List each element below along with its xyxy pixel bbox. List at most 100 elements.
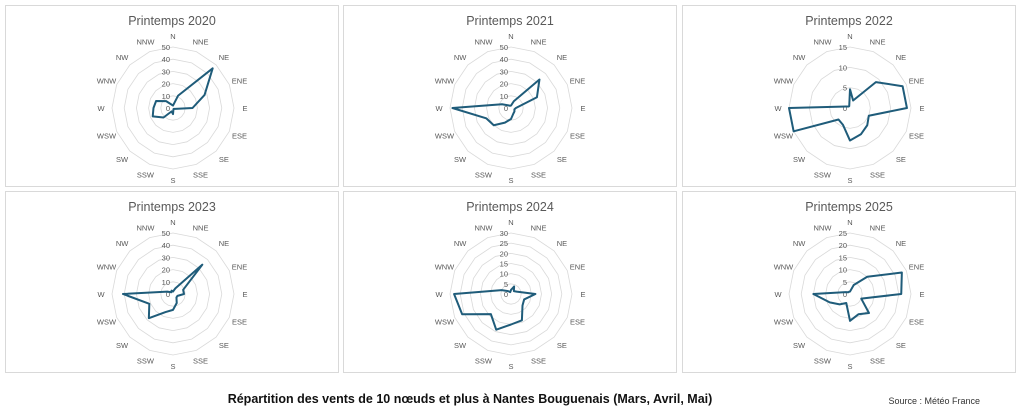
direction-label: NE	[896, 53, 906, 62]
direction-label: SSW	[475, 171, 493, 180]
tick-label: 40	[500, 55, 508, 64]
direction-label: NNW	[474, 37, 493, 46]
tick-label: 20	[500, 249, 508, 258]
direction-label: SSE	[870, 171, 885, 180]
direction-label: SW	[454, 155, 467, 164]
direction-label: NNE	[531, 37, 547, 46]
grid-ring	[111, 46, 235, 170]
radar-chart: 0 10 20 30 40 50N NNE NE ENE E ESE SE SSE S SSW SW WSW W W…	[435, 32, 586, 185]
direction-label: NE	[557, 53, 567, 62]
direction-label: SSE	[870, 357, 885, 366]
grid-ring	[490, 273, 532, 315]
direction-label: SSE	[193, 357, 208, 366]
radar-chart: 0 5 10 15 20 25N NNE NE ENE E ESE SE SSE S SSW SW WSW W WN…	[774, 218, 925, 371]
chart-title: Printemps 2025	[805, 200, 893, 214]
direction-label: W	[97, 290, 105, 299]
direction-label: NNW	[813, 223, 832, 232]
direction-label: NNE	[531, 223, 547, 232]
direction-label: WNW	[435, 262, 455, 271]
direction-label: ESE	[232, 318, 247, 327]
direction-label: ESE	[909, 318, 924, 327]
radar-panel-2024: Printemps 2024 0 5 10 15 20 25 30 N NNE NE ENE E ESE…	[343, 191, 677, 373]
grid-ring	[837, 281, 863, 307]
tick-label: 5	[843, 278, 847, 287]
direction-label: E	[919, 104, 924, 113]
direction-label: E	[919, 290, 924, 299]
direction-label: S	[170, 176, 175, 185]
direction-label: WNW	[774, 262, 794, 271]
radar-chart: 0 10 20 30 40 50N NNE NE ENE E ESE SE SSE S SSW SW WSW W W…	[97, 32, 248, 185]
direction-label: W	[435, 104, 443, 113]
direction-label: S	[847, 176, 852, 185]
grid-ring	[449, 46, 573, 170]
wind-series	[151, 67, 214, 119]
grid-ring	[135, 70, 211, 146]
direction-label: ENE	[909, 76, 924, 85]
direction-label: ENE	[909, 262, 924, 271]
chart-title: Printemps 2021	[466, 14, 554, 28]
tick-label: 20	[162, 80, 170, 89]
direction-label: W	[774, 104, 782, 113]
tick-label: 20	[500, 80, 508, 89]
direction-label: NE	[219, 53, 229, 62]
direction-label: WNW	[97, 76, 117, 85]
direction-label: N	[170, 32, 175, 41]
direction-label: SW	[116, 155, 129, 164]
grid-ring	[829, 87, 871, 129]
direction-label: ESE	[232, 132, 247, 141]
direction-label: E	[580, 104, 585, 113]
direction-label: NE	[219, 239, 229, 248]
direction-label: W	[774, 290, 782, 299]
grid-ring	[148, 269, 198, 319]
radar-panel-2025: Printemps 2025 0 5 10 15 20 25 N NNE NE ENE E ESE SE…	[682, 191, 1016, 373]
direction-label: NNE	[870, 223, 886, 232]
tick-label: 10	[500, 270, 508, 279]
direction-label: NW	[454, 53, 467, 62]
tick-label: 30	[162, 253, 170, 262]
tick-label: 40	[162, 55, 170, 64]
tick-label: 10	[839, 63, 847, 72]
direction-label: S	[847, 362, 852, 371]
source-credit: Source : Météo France	[888, 396, 980, 406]
grid-ring	[788, 46, 912, 170]
radar-chart: 0 5 10 15N NNE NE ENE E ESE SE SSE S SSW SW WSW W WNW NW N…	[774, 32, 925, 185]
tick-label: 0	[166, 290, 170, 299]
direction-label: SSW	[137, 357, 155, 366]
grid-ring	[473, 70, 549, 146]
direction-label: N	[170, 218, 175, 227]
direction-label: S	[508, 362, 513, 371]
tick-label: 30	[162, 67, 170, 76]
direction-label: NE	[557, 239, 567, 248]
grid-ring	[123, 244, 223, 344]
direction-label: NNW	[136, 223, 155, 232]
direction-label: SW	[793, 155, 806, 164]
direction-label: NNE	[193, 223, 209, 232]
tick-label: 25	[839, 229, 847, 238]
tick-label: 50	[162, 229, 170, 238]
direction-label: N	[508, 218, 513, 227]
tick-label: 15	[500, 260, 508, 269]
direction-label: SSW	[814, 171, 832, 180]
direction-label: WNW	[97, 262, 117, 271]
direction-label: SSE	[531, 357, 546, 366]
radar-panel-2021: Printemps 2021 0 10 20 30 40 50 N NNE NE ENE E ESE S…	[343, 5, 677, 187]
direction-label: NNE	[193, 37, 209, 46]
direction-label: E	[242, 104, 247, 113]
direction-label: NW	[454, 239, 467, 248]
grid-ring	[808, 66, 892, 150]
direction-label: ESE	[570, 318, 585, 327]
wind-series	[121, 263, 204, 320]
radar-chart: 0 10 20 30 40 50N NNE NE ENE E ESE SE SSE S SSW SW WSW W W…	[97, 218, 248, 371]
tick-label: 10	[500, 92, 508, 101]
direction-label: WSW	[435, 132, 455, 141]
tick-label: 0	[166, 104, 170, 113]
grid-ring	[111, 232, 235, 356]
direction-label: ENE	[570, 76, 585, 85]
direction-label: NNW	[813, 37, 832, 46]
tick-label: 20	[839, 241, 847, 250]
direction-label: ENE	[232, 262, 247, 271]
tick-label: 10	[162, 278, 170, 287]
tick-label: 0	[504, 290, 508, 299]
direction-label: E	[242, 290, 247, 299]
direction-label: W	[97, 104, 105, 113]
